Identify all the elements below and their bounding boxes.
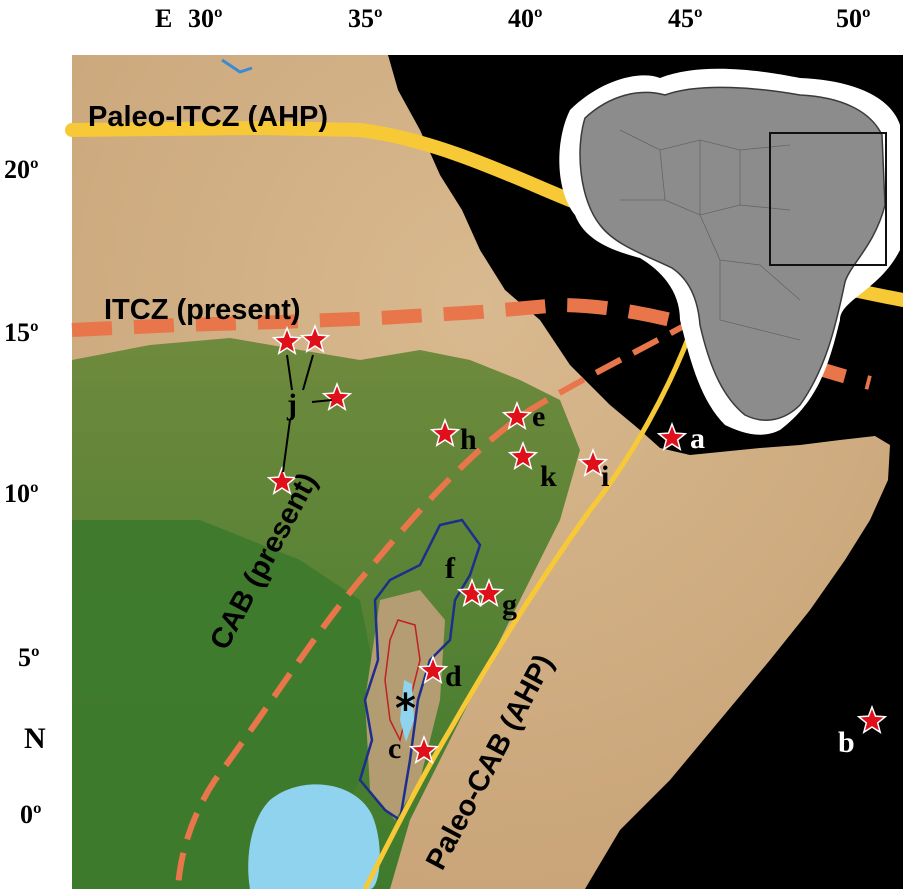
- star-icon-j3: [321, 381, 353, 411]
- site-label-f: f: [445, 552, 455, 585]
- lat-tick-15: 15º: [4, 318, 39, 347]
- site-label-b: b: [838, 726, 855, 759]
- lon-tick-30: 30º: [188, 4, 223, 33]
- inset-extent-box: [769, 132, 887, 266]
- site-label-k: k: [540, 460, 557, 493]
- site-j-connectors: [282, 354, 333, 473]
- star-icon-c: [408, 734, 440, 764]
- itcz-present-label: ITCZ (present): [104, 294, 301, 326]
- site-label-j: j: [287, 388, 297, 421]
- star-icon-a: [656, 421, 688, 451]
- lake-victoria: [248, 784, 380, 889]
- lake-turkana: [400, 680, 414, 742]
- star-icon-e: [501, 400, 533, 430]
- asterisk-icon: *: [395, 686, 416, 732]
- lat-tick-10: 10º: [4, 479, 39, 508]
- lat-tick-0: 0º: [20, 800, 42, 829]
- lon-tick-35: 35º: [348, 4, 383, 33]
- cab-present-line: [175, 317, 697, 889]
- lat-axis-label: N: [24, 722, 46, 755]
- omo-basin-outline: [384, 619, 421, 743]
- site-label-d: d: [445, 660, 462, 693]
- star-icon-b: [856, 704, 888, 734]
- paleo-itcz-label: Paleo-ITCZ (AHP): [88, 101, 329, 133]
- star-icon-i: [577, 447, 609, 477]
- star-icon-d: [417, 654, 449, 684]
- star-icon-g: [473, 577, 505, 607]
- paleo-cab-line: [362, 319, 698, 889]
- inset-borders: [619, 129, 801, 341]
- africa-inset: [559, 68, 900, 435]
- site-markers: [266, 323, 888, 764]
- star-icon-j2: [299, 323, 331, 353]
- lon-prefix: E: [155, 4, 173, 33]
- site-label-a: a: [690, 422, 705, 455]
- site-label-i: i: [601, 460, 610, 493]
- lon-tick-50: 50º: [836, 4, 871, 33]
- river-nile: [221, 58, 253, 74]
- lon-tick-40: 40º: [508, 4, 543, 33]
- lon-tick-45: 45º: [668, 4, 703, 33]
- site-label-g: g: [502, 588, 517, 621]
- star-icon-j1: [271, 325, 303, 355]
- lat-tick-5: 5º: [18, 643, 40, 672]
- star-icon-j4: [266, 465, 298, 495]
- site-label-e: e: [532, 400, 546, 433]
- site-label-c: c: [388, 732, 402, 765]
- site-label-h: h: [460, 423, 477, 456]
- lat-tick-20: 20º: [4, 155, 39, 184]
- star-icon-h: [429, 417, 461, 447]
- star-icon-k: [507, 440, 539, 470]
- inset-africa-land: [579, 86, 886, 421]
